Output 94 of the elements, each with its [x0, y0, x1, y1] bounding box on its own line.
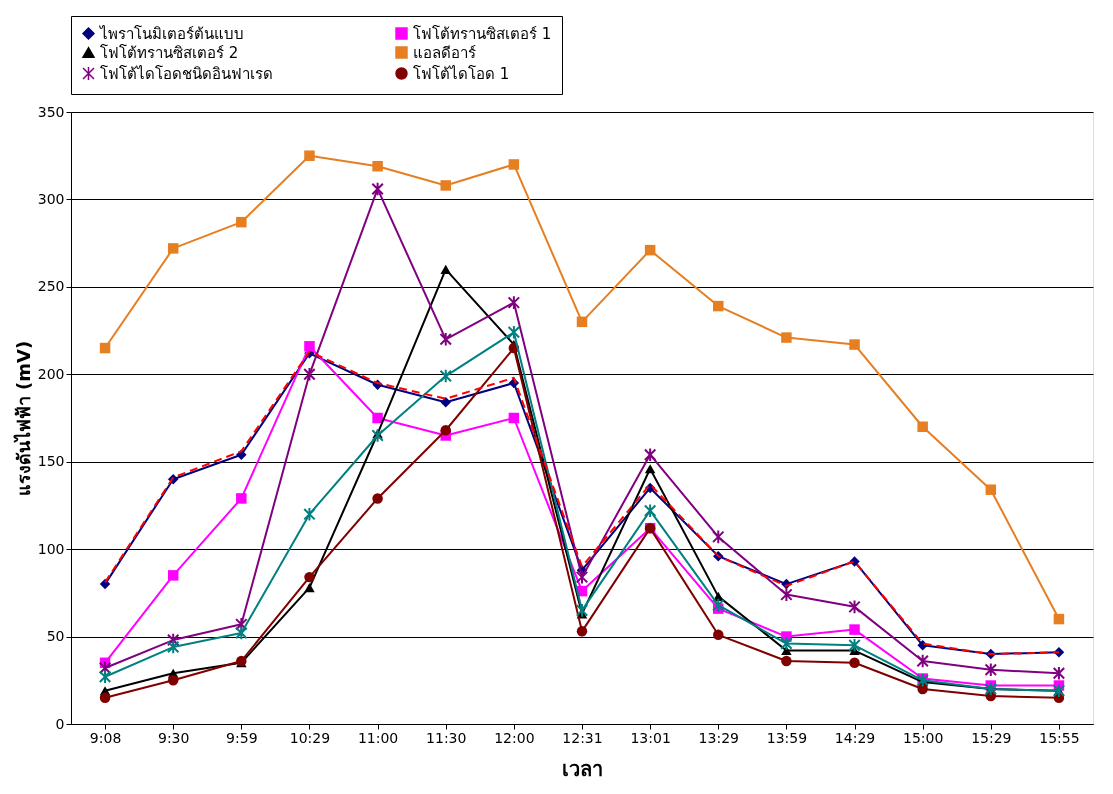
point: [713, 300, 724, 312]
point: [304, 150, 315, 161]
point: [236, 216, 247, 228]
y-tick-label: 100: [37, 540, 65, 557]
point: [372, 412, 383, 424]
point: [780, 587, 793, 602]
point: [575, 569, 589, 585]
point: [304, 341, 315, 352]
x-tick-label: 15:00: [902, 729, 944, 746]
x-tick-label: 9:08: [89, 729, 122, 746]
x-tick-label: 15:29: [971, 729, 1012, 746]
point: [440, 264, 451, 274]
point: [575, 603, 589, 618]
y-tick-label: 350: [37, 103, 65, 120]
x-tick-label: 14:29: [834, 729, 876, 746]
point: [304, 583, 315, 593]
point: [507, 295, 521, 310]
x-tick-label: 13:29: [698, 729, 739, 746]
x-tick-label: 12:31: [562, 729, 603, 746]
point: [236, 493, 247, 504]
point: [917, 683, 928, 695]
point: [712, 597, 725, 613]
point: [576, 316, 588, 328]
point: [440, 180, 451, 191]
point: [1052, 666, 1066, 681]
x-tick-label: 15:55: [1039, 729, 1080, 746]
point: [372, 160, 383, 172]
point: [781, 332, 792, 343]
point: [166, 639, 180, 655]
point: [439, 368, 452, 384]
x-tick-label: 13:59: [766, 729, 808, 746]
point: [235, 617, 248, 632]
legend-label: แอลดีอาร์: [413, 43, 476, 62]
legend-label: โฟโต้ไดโอดชนิดอินฟาเรด: [100, 64, 273, 83]
point: [372, 493, 383, 504]
point: [781, 655, 792, 667]
point: [644, 244, 656, 256]
x-tick-label: 10:29: [289, 729, 331, 746]
y-axis-title: แรงดันไฟฟ้า (mV): [12, 340, 34, 497]
point: [848, 638, 861, 653]
point: [917, 421, 928, 432]
point: [849, 339, 860, 350]
point: [303, 506, 316, 522]
legend-label: ไพราโนมิเตอร์ต้นแบบ: [99, 24, 244, 43]
point: [644, 464, 656, 474]
point: [304, 571, 315, 583]
point: [167, 570, 179, 581]
point: [985, 484, 997, 495]
point: [99, 692, 111, 704]
point: [371, 428, 384, 443]
legend-label: โฟโต้ทรานซิสเตอร์ 1: [413, 24, 552, 43]
point: [643, 503, 657, 518]
point: [508, 159, 520, 170]
point: [99, 342, 111, 354]
point: [848, 599, 861, 615]
point: [303, 366, 316, 382]
x-tick-label: 11:30: [426, 729, 467, 746]
point: [916, 672, 929, 688]
point: [849, 624, 860, 635]
x-axis-title: เวลา: [562, 756, 603, 781]
legend-label: โฟโต้ทรานซิสเตอร์ 2: [100, 43, 239, 62]
point: [713, 629, 724, 641]
y-tick-label: 250: [37, 278, 65, 295]
point: [98, 669, 112, 685]
point: [166, 632, 180, 648]
point: [1053, 613, 1065, 625]
y-tick-label: 50: [46, 628, 65, 645]
point: [440, 425, 451, 436]
point: [849, 657, 860, 669]
x-tick-label: 9:30: [157, 729, 190, 746]
point: [371, 181, 384, 197]
x-tick-label: 11:00: [357, 729, 399, 746]
point: [643, 447, 657, 463]
point: [439, 332, 452, 347]
point: [507, 325, 521, 340]
point: [167, 675, 179, 686]
y-tick-label: 300: [37, 190, 65, 207]
point: [235, 625, 248, 641]
point: [440, 397, 451, 408]
x-tick-label: 13:01: [630, 729, 671, 746]
point: [508, 412, 520, 424]
point: [167, 243, 179, 254]
point: [780, 636, 793, 651]
point: [917, 640, 928, 651]
y-tick-label: 150: [37, 453, 65, 470]
point: [984, 662, 998, 678]
y-tick-label: 0: [55, 715, 65, 732]
point: [576, 626, 588, 637]
y-tick-label: 200: [37, 365, 65, 382]
x-tick-label: 9:59: [226, 729, 258, 746]
point: [712, 529, 725, 545]
legend-label: โฟโต้ไดโอด 1: [413, 64, 510, 83]
x-tick-label: 12:00: [494, 729, 535, 746]
point: [916, 653, 929, 669]
